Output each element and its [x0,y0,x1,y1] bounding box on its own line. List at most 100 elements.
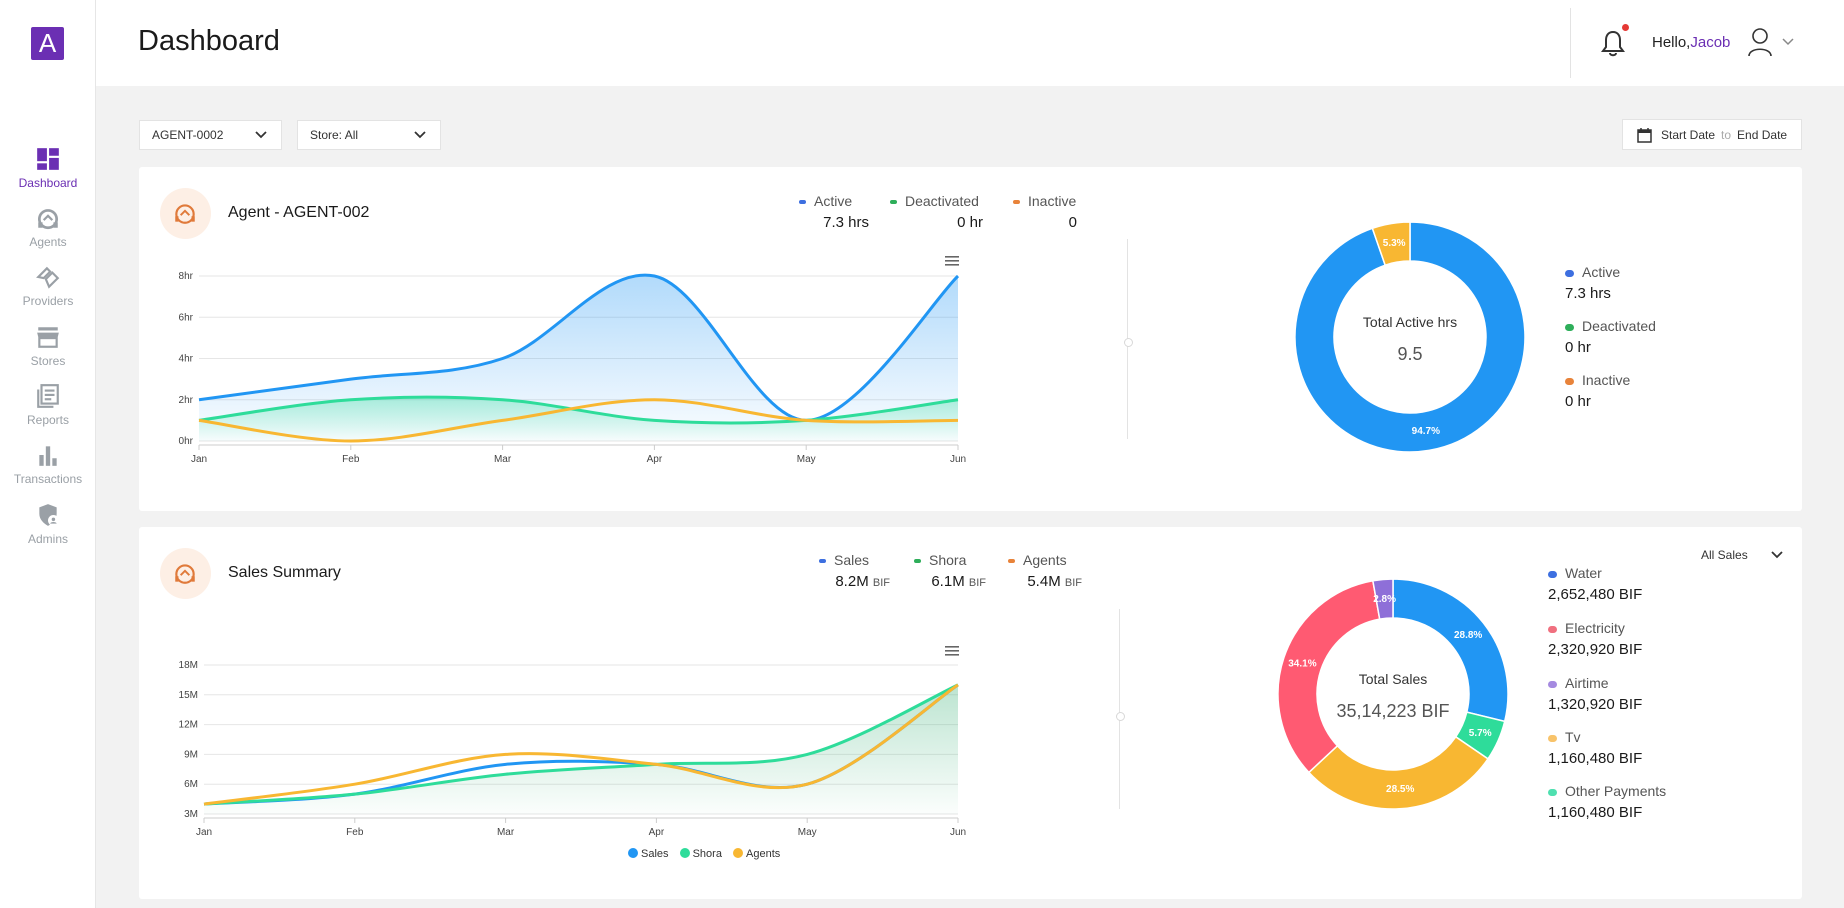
store-select[interactable]: Store: All [297,120,441,150]
card-title: Agent - AGENT-002 [228,204,370,221]
series-area [199,397,958,441]
y-tick-label: 6M [184,779,198,790]
donut-slice[interactable] [1392,578,1509,723]
slice-label: 2.8% [1373,594,1396,605]
y-tick-label: 6hr [179,312,194,323]
legend-label: Shora [929,552,967,568]
legend-label: Electricity [1565,620,1625,636]
agent-headset-icon [37,209,59,230]
series-line[interactable] [198,398,959,443]
donut-slice[interactable] [1294,221,1526,453]
legend-value: 1,320,920 BIF [1548,696,1643,713]
legend-label: Active [814,193,853,209]
legend-label: Airtime [1565,675,1609,691]
donut-slice[interactable] [1277,579,1381,774]
legend-value: 5.4M BIF [1027,573,1082,590]
sidebar-item-transactions[interactable]: Transactions [0,442,96,486]
series-line[interactable] [203,683,959,806]
legend-agents: Agents 5.4M BIF [1008,552,1082,590]
reports-icon [37,384,59,408]
chart-menu-icon[interactable] [945,646,959,656]
sales-filter-select[interactable]: All Sales [1701,548,1783,562]
resize-handle[interactable] [1116,712,1125,721]
chevron-down-icon [414,131,426,139]
greeting-text: Hello, [1652,34,1691,51]
providers-icon [36,266,60,289]
legend-value: 0 hr [1565,393,1591,410]
chevron-down-icon[interactable] [1782,36,1794,48]
legend-active: Active 7.3 hrs [799,193,869,231]
x-tick-label: Jan [196,827,212,838]
sidebar-item-agents[interactable]: Agents [0,205,96,249]
sidebar-item-label: Providers [22,294,74,308]
x-tick-label: Apr [647,454,663,465]
donut-legend-airtime: Airtime 1,320,920 BIF [1548,675,1642,713]
series-line[interactable] [203,683,959,806]
sidebar-item-label: Dashboard [18,176,78,190]
header-divider [1570,8,1571,78]
sidebar: A Dashboard Agents Providers Stores Repo… [0,0,96,908]
sidebar-item-label: Admins [27,532,68,546]
series-line[interactable] [198,273,960,422]
x-tick-label: Feb [346,827,364,838]
chevron-down-icon [1771,551,1783,559]
slice-label: 5.7% [1469,728,1492,739]
agent-select[interactable]: AGENT-0002 [139,120,282,150]
agent-hours-donut: 94.7% 5.3% Total Active hrs 9.5 [1294,221,1526,453]
legend-value: 2,652,480 BIF [1548,586,1643,603]
calendar-icon [1637,128,1652,143]
legend-value: 6.1M BIF [931,573,986,590]
sales-avatar [160,548,211,599]
slice-label: 34.1% [1288,659,1316,670]
legend-value: 2,320,920 BIF [1548,641,1643,658]
y-tick-label: 15M [179,690,198,701]
user-greeting: Hello,Jacob [1652,34,1730,51]
bar-chart-icon [39,446,57,466]
user-name: Jacob [1690,34,1731,51]
donut-center-title: Total Active hrs [1363,314,1457,330]
card-title: Sales Summary [228,564,341,581]
user-avatar-icon[interactable] [1746,26,1774,58]
agent-hours-chart: 0hr 2hr 4hr 6hr 8hr Jan Feb Mar Apr May Jun [179,271,967,465]
notification-bell-icon[interactable] [1599,28,1627,58]
sidebar-item-dashboard[interactable]: Dashboard [0,146,96,190]
y-tick-label: 12M [179,720,198,731]
donut-center-value: 35,14,223 BIF [1336,701,1449,721]
x-tick-label: May [797,454,816,465]
agent-select-value: AGENT-0002 [152,128,224,142]
donut-slice[interactable] [1371,578,1394,621]
donut-slice[interactable] [1307,735,1490,810]
top-header: Dashboard Hello,Jacob [96,0,1844,86]
x-tick-label: Apr [649,827,665,838]
sidebar-item-reports[interactable]: Reports [0,383,96,427]
page-title: Dashboard [138,25,280,57]
legend-label: Inactive [1028,193,1077,209]
end-date: End Date [1737,128,1788,142]
donut-legend-electricity: Electricity 2,320,920 BIF [1548,620,1642,658]
sidebar-item-admins[interactable]: Admins [0,502,96,546]
bottom-legend-sales[interactable]: Sales [628,848,669,860]
donut-slice[interactable] [1371,221,1411,267]
slice-label: 94.7% [1412,426,1440,437]
agent-card: Agent - AGENT-002 Active 7.3 hrs Deactiv… [139,167,1802,511]
donut-legend-inactive: Inactive 0 hr [1565,372,1630,410]
agent-avatar [160,188,211,239]
legend-label: Deactivated [1582,318,1656,334]
sidebar-item-stores[interactable]: Stores [0,324,96,368]
legend-label: Deactivated [905,193,979,209]
slice-label: 28.8% [1454,630,1482,641]
sidebar-item-providers[interactable]: Providers [0,264,96,308]
series-area [204,684,958,814]
x-tick-label: May [798,827,817,838]
date-range-picker[interactable]: Start Date to End Date [1622,119,1802,150]
logo-letter: A [38,28,57,58]
x-tick-label: Mar [497,827,515,838]
series-line[interactable] [198,395,959,425]
x-tick-label: Jun [950,827,966,838]
resize-handle[interactable] [1124,338,1133,347]
chart-menu-icon[interactable] [945,256,959,266]
bottom-legend-shora[interactable]: Shora [679,848,722,860]
sidebar-item-label: Reports [26,413,70,427]
app-logo[interactable]: A [31,27,64,60]
bottom-legend-agents[interactable]: Agents [733,848,780,860]
